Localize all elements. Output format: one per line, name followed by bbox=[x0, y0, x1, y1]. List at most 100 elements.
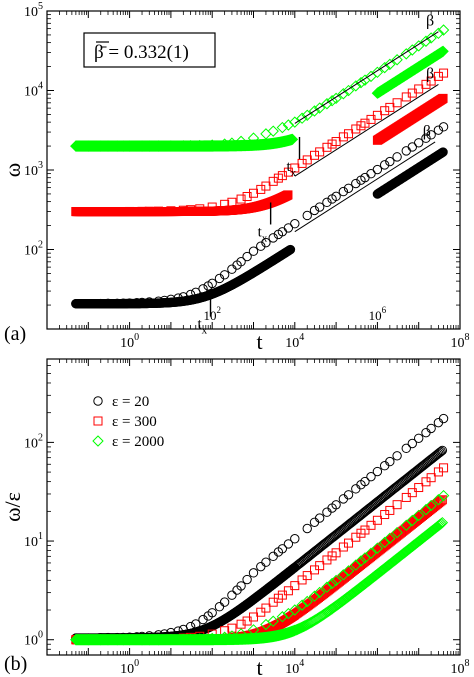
data-point bbox=[309, 205, 320, 216]
data-point bbox=[242, 574, 252, 585]
beta-box-frame bbox=[83, 32, 216, 68]
data-point bbox=[226, 137, 238, 149]
data-point bbox=[227, 197, 237, 207]
data-point bbox=[407, 488, 417, 498]
data-point bbox=[71, 207, 81, 217]
x-tick-label: 100 bbox=[120, 332, 139, 351]
x-tick-label: 104 bbox=[285, 332, 304, 351]
data-point bbox=[350, 559, 362, 571]
y-axis-title: ω bbox=[0, 163, 25, 177]
x-tick-label-inner: 106 bbox=[369, 305, 387, 323]
data-point bbox=[268, 176, 278, 186]
data-point bbox=[414, 483, 424, 493]
data-point bbox=[214, 602, 225, 612]
data-point bbox=[123, 634, 136, 646]
data-point bbox=[143, 140, 156, 152]
data-point bbox=[439, 463, 449, 473]
data-point bbox=[207, 202, 217, 212]
x-tick-label: 108 bbox=[451, 658, 470, 677]
data-point bbox=[412, 40, 425, 52]
panel-a-plot: 100104108102106102103104105tω βtxβtxβtx … bbox=[0, 1, 470, 354]
data-point bbox=[342, 84, 355, 97]
data-point bbox=[296, 599, 308, 611]
data-point bbox=[290, 581, 300, 591]
data-point bbox=[285, 244, 296, 255]
fit-line bbox=[294, 31, 439, 124]
data-point bbox=[166, 294, 176, 305]
y-axis-title: ω/ε bbox=[0, 492, 25, 522]
data-point bbox=[331, 137, 341, 147]
tx-label: tx bbox=[198, 317, 208, 337]
data-point bbox=[426, 473, 436, 483]
data-point bbox=[247, 132, 260, 144]
data-point bbox=[159, 295, 170, 306]
data-point bbox=[184, 140, 197, 152]
y-tick-label: 103 bbox=[24, 160, 43, 179]
data-point bbox=[385, 505, 395, 515]
beta-label: β bbox=[426, 65, 434, 82]
data-point bbox=[249, 612, 258, 622]
data-point bbox=[195, 204, 205, 214]
legend-marker bbox=[93, 396, 103, 406]
data-point bbox=[426, 76, 436, 86]
beta-label: β bbox=[423, 123, 431, 140]
data-point bbox=[83, 299, 94, 309]
data-point bbox=[82, 634, 95, 646]
data-point bbox=[438, 93, 448, 103]
data-point bbox=[392, 152, 402, 162]
data-point bbox=[219, 270, 230, 280]
data-point bbox=[220, 199, 230, 209]
x-axis-title: t bbox=[256, 329, 262, 354]
data-point bbox=[401, 492, 411, 502]
data-point bbox=[103, 298, 113, 309]
data-point bbox=[206, 632, 218, 645]
panel-b-points bbox=[70, 413, 450, 646]
data-point bbox=[420, 35, 432, 47]
data-point bbox=[276, 611, 289, 623]
data-point bbox=[283, 190, 293, 200]
fit-line bbox=[294, 141, 436, 233]
data-point bbox=[379, 160, 390, 170]
series-eps2000 bbox=[70, 24, 450, 152]
data-point bbox=[436, 496, 446, 506]
data-point bbox=[378, 61, 391, 74]
data-point bbox=[420, 503, 432, 516]
data-point bbox=[366, 169, 376, 179]
data-point bbox=[435, 447, 445, 458]
data-point bbox=[267, 615, 279, 627]
data-point bbox=[261, 557, 271, 567]
data-point bbox=[143, 633, 156, 646]
data-point bbox=[313, 586, 326, 599]
data-point bbox=[242, 192, 252, 202]
data-point bbox=[71, 299, 81, 309]
data-point bbox=[384, 532, 396, 545]
data-point bbox=[437, 489, 450, 502]
data-point bbox=[118, 298, 128, 308]
data-point bbox=[314, 513, 325, 523]
data-point bbox=[433, 125, 444, 135]
data-point bbox=[137, 206, 147, 216]
data-point bbox=[144, 297, 155, 307]
data-point bbox=[432, 27, 445, 40]
data-point bbox=[432, 494, 445, 506]
data-point bbox=[152, 140, 165, 152]
data-point bbox=[102, 634, 114, 646]
data-point bbox=[184, 633, 197, 646]
data-point bbox=[276, 121, 289, 134]
data-point bbox=[301, 595, 313, 608]
data-point bbox=[282, 119, 295, 131]
data-point bbox=[314, 202, 325, 212]
data-point bbox=[421, 133, 431, 143]
data-point bbox=[235, 135, 247, 148]
data-point bbox=[302, 571, 312, 581]
data-point bbox=[437, 445, 448, 456]
data-point bbox=[152, 633, 165, 646]
data-point bbox=[302, 155, 312, 165]
data-point bbox=[256, 184, 266, 194]
data-point bbox=[227, 590, 237, 600]
y-tick-label: 105 bbox=[24, 1, 43, 20]
data-point bbox=[414, 84, 424, 94]
data-point bbox=[268, 233, 278, 243]
data-point bbox=[385, 456, 395, 467]
x-tick-label: 108 bbox=[451, 332, 470, 351]
